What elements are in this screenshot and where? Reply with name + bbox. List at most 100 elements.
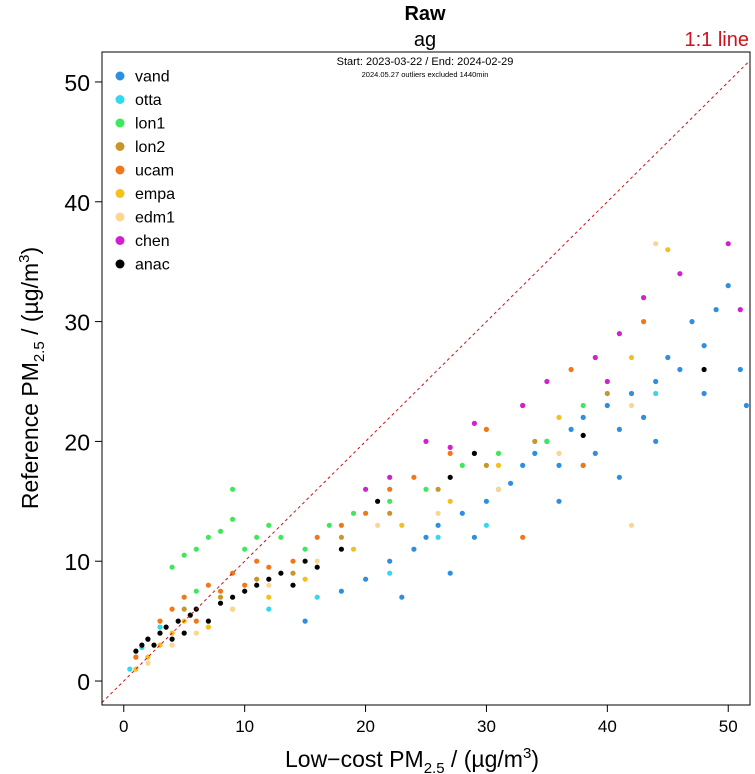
point-anac	[278, 570, 284, 576]
point-chen	[604, 378, 610, 385]
point-anac	[133, 648, 139, 654]
legend-marker-edm1	[115, 212, 125, 222]
point-vand	[423, 534, 429, 540]
point-anac	[145, 636, 151, 642]
point-ucam	[266, 564, 272, 570]
point-lon1	[278, 534, 284, 540]
point-anac	[169, 636, 175, 642]
legend-label-otta: otta	[135, 92, 162, 109]
point-lon1	[230, 486, 236, 492]
point-vand	[743, 402, 750, 409]
point-lon2	[290, 570, 296, 576]
point-edm1	[375, 522, 381, 528]
point-lon1	[205, 534, 211, 540]
point-ucam	[193, 618, 199, 624]
x-tick-label: 50	[719, 717, 738, 736]
point-ucam	[169, 606, 175, 612]
point-vand	[665, 354, 671, 361]
point-vand	[387, 558, 393, 564]
point-empa	[302, 576, 308, 582]
point-empa	[205, 624, 211, 630]
point-ucam	[242, 582, 248, 588]
y-tick-label: 20	[64, 429, 90, 455]
point-chen	[363, 486, 369, 492]
point-ucam	[157, 618, 163, 624]
point-chen	[641, 295, 647, 301]
point-anac	[175, 618, 181, 624]
y-tick-label: 10	[64, 549, 90, 575]
point-anac	[163, 624, 169, 630]
x-tick-label: 40	[598, 717, 617, 736]
y-axis-label-main: Reference PM	[17, 362, 43, 509]
point-vand	[556, 462, 562, 468]
point-edm1	[628, 522, 635, 528]
point-ucam	[290, 558, 296, 564]
point-lon1	[230, 516, 236, 522]
point-edm1	[169, 642, 175, 648]
point-lon1	[242, 546, 248, 552]
point-vand	[435, 522, 441, 528]
point-lon1	[193, 588, 199, 594]
point-anac	[217, 600, 224, 606]
point-vand	[677, 366, 683, 373]
y-axis-label-subscript: 2.5	[31, 341, 48, 362]
point-lon1	[266, 522, 272, 528]
y-axis-label-superscript: 3	[16, 255, 33, 263]
point-empa	[266, 594, 272, 600]
point-vand	[568, 426, 574, 432]
legend-label-chen: chen	[135, 233, 170, 250]
y-axis-label: Reference PM2.5 / (µg/m3)	[16, 247, 48, 509]
point-chen	[677, 271, 683, 277]
legend-label-ucam: ucam	[135, 163, 174, 180]
point-ucam	[181, 594, 187, 600]
legend-label-anac: anac	[135, 257, 170, 274]
point-anac	[151, 642, 157, 648]
y-tick-label: 40	[64, 190, 90, 216]
point-empa	[350, 546, 357, 552]
point-ucam	[568, 366, 574, 373]
chart-title: Raw	[404, 3, 446, 25]
point-lon1	[350, 510, 357, 516]
point-vand	[653, 378, 659, 385]
x-axis-label-superscript: 3	[523, 745, 531, 762]
legend-marker-chen	[115, 236, 125, 245]
point-vand	[580, 414, 586, 420]
point-chen	[616, 331, 623, 337]
point-vand	[604, 402, 610, 409]
point-lon1	[181, 552, 187, 558]
point-ucam	[363, 510, 369, 516]
point-edm1	[230, 606, 236, 612]
point-anac	[302, 558, 308, 564]
point-vand	[701, 390, 707, 397]
point-chen	[423, 438, 429, 444]
point-ucam	[314, 534, 320, 540]
point-chen	[387, 474, 393, 480]
point-vand	[592, 450, 598, 456]
x-tick-label: 30	[477, 717, 496, 736]
point-empa	[665, 247, 671, 253]
point-lon1	[169, 564, 175, 570]
point-vand	[411, 546, 417, 552]
point-lon2	[217, 594, 224, 600]
point-empa	[447, 498, 453, 504]
y-axis-label-units: / (µg/m	[17, 263, 43, 341]
legend-label-lon1: lon1	[135, 116, 165, 133]
point-vand	[725, 283, 731, 289]
point-anac	[205, 618, 211, 624]
point-vand	[713, 307, 719, 313]
point-anac	[580, 432, 586, 438]
point-ucam	[447, 450, 453, 456]
point-ucam	[254, 558, 260, 564]
point-anac	[254, 582, 260, 588]
point-lon1	[495, 450, 502, 456]
point-lon2	[254, 576, 260, 582]
point-vand	[616, 426, 623, 432]
point-anac	[266, 576, 272, 582]
point-edm1	[435, 510, 441, 516]
point-chen	[471, 420, 477, 426]
x-axis-label-units: / (µg/m	[445, 746, 523, 772]
point-vand	[701, 343, 707, 349]
y-tick-label: 50	[64, 70, 90, 96]
plot-area	[102, 60, 750, 703]
